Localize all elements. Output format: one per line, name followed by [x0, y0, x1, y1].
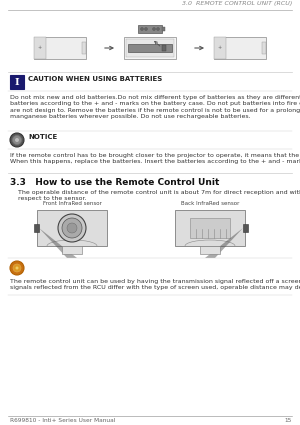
Polygon shape — [205, 228, 243, 258]
Text: The operable distance of the remote control unit is about 7m for direct receptio: The operable distance of the remote cont… — [18, 190, 300, 201]
Circle shape — [67, 223, 77, 233]
Bar — [37, 210, 107, 246]
Circle shape — [62, 218, 82, 238]
Text: +: + — [218, 45, 222, 50]
Bar — [124, 37, 176, 59]
Bar — [34, 224, 39, 232]
Circle shape — [145, 28, 148, 31]
Text: 3.0  REMOTE CONTROL UNIT (RCU): 3.0 REMOTE CONTROL UNIT (RCU) — [182, 1, 292, 6]
Text: NOTICE: NOTICE — [28, 134, 57, 140]
Bar — [62, 246, 82, 254]
Text: +: + — [38, 45, 42, 50]
Bar — [190, 218, 230, 238]
Bar — [175, 210, 245, 246]
Text: If the remote control has to be brought closer to the projector to operate, it m: If the remote control has to be brought … — [10, 153, 300, 164]
Text: CAUTION WHEN USING BATTERIES: CAUTION WHEN USING BATTERIES — [28, 76, 162, 82]
Text: I: I — [15, 77, 19, 87]
Bar — [138, 25, 162, 33]
Circle shape — [140, 28, 143, 31]
Circle shape — [15, 138, 19, 142]
Bar — [128, 44, 172, 52]
Circle shape — [16, 266, 19, 269]
Text: 15: 15 — [285, 419, 292, 423]
Bar — [10, 75, 24, 89]
Bar — [34, 37, 46, 59]
Bar — [34, 37, 86, 59]
Polygon shape — [39, 228, 77, 258]
Text: 3.3   How to use the Remote Control Unit: 3.3 How to use the Remote Control Unit — [10, 178, 219, 187]
Circle shape — [10, 133, 24, 147]
Circle shape — [157, 28, 160, 31]
Bar — [82, 42, 86, 54]
Bar — [214, 37, 226, 59]
Bar — [162, 45, 166, 51]
Circle shape — [13, 264, 21, 272]
Bar — [243, 224, 248, 232]
Circle shape — [58, 214, 86, 242]
Text: Front InfraRed sensor: Front InfraRed sensor — [43, 201, 101, 206]
Bar — [200, 246, 220, 254]
Bar — [162, 27, 165, 31]
Circle shape — [10, 261, 24, 275]
Circle shape — [13, 136, 22, 144]
Text: The remote control unit can be used by having the transmission signal reflected : The remote control unit can be used by h… — [10, 279, 300, 290]
Text: Back InfraRed sensor: Back InfraRed sensor — [181, 201, 239, 206]
Bar — [214, 37, 266, 59]
Text: Do not mix new and old batteries.Do not mix different type of batteries as they : Do not mix new and old batteries.Do not … — [10, 95, 300, 119]
Bar — [126, 39, 174, 57]
Circle shape — [152, 28, 155, 31]
Bar — [262, 42, 266, 54]
Text: R699810 - Inti+ Series User Manual: R699810 - Inti+ Series User Manual — [10, 419, 116, 423]
